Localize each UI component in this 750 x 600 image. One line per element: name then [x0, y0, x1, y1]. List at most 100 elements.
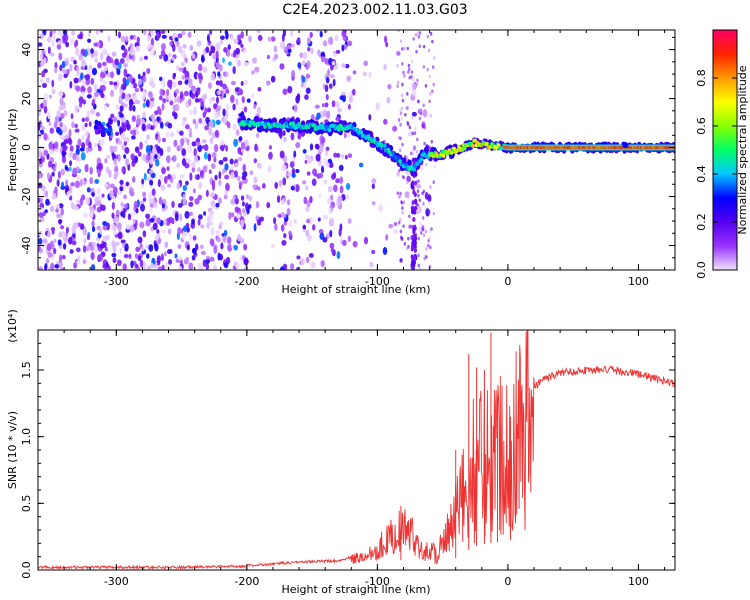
spectrogram-cell — [393, 221, 398, 227]
spectrogram-cell — [660, 146, 663, 149]
spectrogram-cell — [77, 222, 82, 227]
spectrogram-cell — [281, 199, 285, 206]
spectrogram-cell — [49, 52, 55, 57]
spectrogram-cell — [114, 58, 119, 66]
spectrogram-cell — [422, 103, 425, 108]
spectrogram-y-tick-label: -40 — [20, 237, 33, 255]
spectrogram-cell — [213, 157, 217, 163]
spectrogram-cell — [449, 150, 454, 155]
spectrogram-cell — [226, 121, 231, 129]
spectrogram-cell — [238, 136, 243, 142]
spectrogram-cell — [132, 158, 137, 164]
spectrogram-cell — [123, 154, 127, 159]
spectrogram-cell — [553, 146, 556, 149]
spectrogram-cell — [42, 82, 47, 89]
spectrogram-cell — [363, 236, 369, 245]
spectrogram-cell — [428, 229, 432, 234]
spectrogram-cell — [104, 246, 108, 252]
spectrogram-cell — [186, 226, 190, 233]
spectrogram-cell — [168, 258, 172, 265]
spectrogram-cell — [206, 222, 210, 229]
spectrogram-cell — [62, 232, 66, 238]
spectrogram-cell — [511, 146, 514, 149]
spectrogram-cell — [525, 146, 528, 149]
spectrogram-cell — [256, 132, 260, 139]
spectrogram-cell — [406, 46, 409, 51]
spectrogram-cell — [548, 146, 550, 149]
spectrogram-cell — [347, 76, 352, 81]
spectrogram-cell — [411, 131, 414, 136]
spectrogram-cell — [184, 79, 189, 85]
spectrogram-cell — [622, 146, 624, 149]
spectrogram-cell — [146, 35, 151, 42]
spectrogram-cell — [628, 146, 630, 149]
spectrogram-cell — [226, 49, 231, 58]
spectrogram-cell — [43, 105, 48, 114]
spectrogram-cell — [73, 77, 79, 84]
spectrogram-cell — [79, 72, 84, 80]
spectrogram-cell — [152, 223, 158, 231]
spectrogram-cell — [635, 146, 637, 149]
spectrogram-cell — [218, 224, 222, 230]
spectrogram-cell — [39, 53, 44, 60]
spectrogram-cell — [65, 226, 69, 234]
spectrogram-cell — [339, 185, 344, 194]
spectrogram-cell — [150, 172, 156, 179]
spectrogram-cell — [385, 42, 389, 48]
spectrogram-cell — [315, 30, 321, 33]
spectrogram-cell — [419, 157, 424, 162]
spectrogram-cell — [162, 137, 166, 143]
spectrogram-cell — [428, 209, 431, 214]
spectrogram-cell — [145, 154, 151, 162]
spectrogram-cell — [232, 66, 236, 75]
spectrogram-cell — [320, 51, 326, 58]
spectrogram-cell — [410, 70, 414, 75]
spectrogram-cell — [48, 160, 53, 168]
spectrogram-cell — [130, 212, 136, 217]
spectrogram-cell — [118, 140, 123, 146]
spectrogram-cell — [572, 146, 575, 149]
spectrogram-cell — [422, 189, 426, 194]
spectrogram-cell — [666, 146, 669, 149]
spectrogram-cell — [257, 219, 261, 226]
spectrogram-cell — [388, 223, 394, 229]
spectrogram-cell — [327, 128, 332, 133]
spectrogram-cell — [403, 242, 407, 246]
spectrogram-cell — [407, 131, 413, 137]
spectrogram-cell — [531, 146, 534, 149]
spectrogram-cell — [64, 60, 69, 66]
spectrogram-cell — [111, 212, 115, 218]
spectrogram-cell — [204, 107, 208, 115]
spectrogram-cell — [272, 217, 277, 225]
spectrogram-cell — [167, 183, 171, 188]
spectrogram-cell — [417, 35, 421, 39]
spectrogram-cell — [120, 35, 126, 43]
spectrogram-cell — [165, 131, 171, 138]
spectrogram-cell — [234, 162, 239, 168]
spectrogram-cell — [173, 139, 178, 147]
spectrogram-cell — [335, 49, 341, 54]
spectrogram-cell — [305, 185, 309, 191]
spectrogram-cell — [175, 88, 180, 94]
spectrogram-cell — [41, 242, 47, 248]
spectrogram-cells — [38, 30, 675, 270]
spectrogram-cell — [125, 35, 129, 43]
spectrogram-cell — [528, 146, 530, 149]
spectrogram-cell — [629, 146, 631, 149]
spectrogram-cell — [145, 99, 150, 108]
spectrogram-cell — [122, 263, 127, 270]
spectrogram-cell — [406, 246, 409, 250]
spectrogram-cell — [328, 83, 333, 89]
spectrogram-cell — [658, 146, 661, 149]
spectrogram-cell — [49, 127, 55, 134]
spectrogram-cell — [415, 82, 419, 87]
spectrogram-cell — [117, 118, 121, 127]
spectrogram-cell — [114, 131, 120, 136]
spectrogram-cell — [84, 164, 89, 173]
spectrogram-cell — [343, 44, 348, 50]
spectrogram-cell — [336, 152, 340, 158]
spectrogram-cell — [414, 198, 418, 204]
spectrogram-cell — [132, 34, 137, 40]
spectrogram-cell — [507, 146, 509, 149]
spectrogram-cell — [174, 97, 178, 104]
